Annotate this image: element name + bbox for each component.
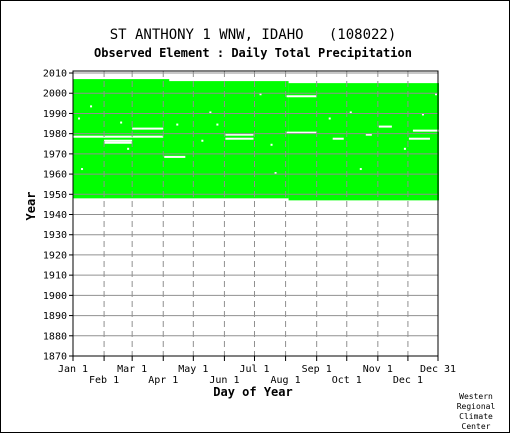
x-tick-label: Mar 1 [117, 364, 147, 375]
missing-data-gap [104, 141, 133, 144]
y-tick-label: 1940 [43, 210, 67, 221]
y-tick-label: 1930 [43, 230, 67, 241]
missing-data-gap [412, 129, 440, 132]
missing-data-gap [81, 168, 84, 171]
y-tick-label: 1910 [43, 271, 67, 282]
y-tick-label: 1900 [43, 291, 67, 302]
missing-data-gap [259, 93, 262, 96]
x-tick-label: Oct 1 [332, 375, 362, 386]
plot-area [72, 70, 440, 357]
coverage-block [73, 81, 289, 199]
y-tick-label: 1960 [43, 170, 67, 181]
missing-data-gap [286, 131, 317, 134]
missing-data-gap [328, 117, 331, 120]
missing-data-gap [349, 111, 352, 114]
y-tick-label: 1970 [43, 149, 67, 160]
coverage-block [288, 83, 440, 201]
missing-data-gap [201, 139, 204, 142]
credit-line-2: Regional [457, 402, 496, 411]
missing-data-gap [78, 117, 81, 120]
credit-block: Western Regional Climate Center [457, 392, 496, 431]
y-tick-label: 1920 [43, 250, 67, 261]
missing-data-gap [127, 147, 130, 150]
grid-layer [73, 71, 438, 356]
plot-border [72, 70, 439, 357]
x-tick-label: Jun 1 [209, 375, 239, 386]
data-layer [73, 79, 440, 201]
missing-data-gap [104, 135, 133, 138]
credit-line-4: Center [462, 422, 491, 431]
missing-data-gap [164, 155, 186, 158]
missing-data-gap [270, 143, 273, 146]
x-tick-label: Feb 1 [89, 375, 119, 386]
missing-data-gap [378, 125, 392, 128]
missing-data-gap [408, 137, 430, 140]
credit-line-1: Western [459, 392, 493, 401]
missing-data-gap [365, 133, 372, 136]
x-tick-label: Sep 1 [302, 364, 332, 375]
missing-data-gap [225, 133, 254, 136]
missing-data-gap [132, 127, 164, 130]
y-tick-label: 1950 [43, 190, 67, 201]
missing-data-gap [90, 105, 93, 108]
missing-data-gap [332, 137, 344, 140]
x-tick-label: May 1 [178, 364, 208, 375]
missing-data-gap [274, 172, 277, 175]
y-tick-label: 1990 [43, 109, 67, 120]
x-tick-label: Jul 1 [239, 364, 269, 375]
missing-data-gap [421, 113, 424, 116]
missing-data-gap [225, 137, 254, 140]
missing-data-gap [216, 123, 219, 126]
missing-data-gap [132, 135, 164, 138]
missing-data-gap [359, 168, 362, 171]
x-tick-label: Dec 1 [393, 375, 423, 386]
missing-data-gap [73, 135, 106, 138]
y-tick-label: 1890 [43, 311, 67, 322]
coverage-block [73, 79, 170, 84]
x-tick-label: Apr 1 [148, 375, 178, 386]
chart-subtitle: Observed Element : Daily Total Precipita… [94, 46, 412, 60]
missing-data-gap [434, 93, 437, 96]
y-tick-label: 2010 [43, 69, 67, 80]
credit-line-3: Climate [459, 412, 493, 421]
missing-data-gap [176, 123, 179, 126]
y-tick-label: 2000 [43, 89, 67, 100]
x-axis-title: Day of Year [213, 385, 292, 399]
missing-data-gap [104, 139, 133, 142]
missing-data-gap [120, 121, 123, 124]
y-tick-label: 1880 [43, 331, 67, 342]
y-axis-ticks: 2010 2000 1990 1980 1970 1960 1950 1940 1930 1920… [43, 69, 73, 363]
x-tick-label: Aug 1 [271, 375, 301, 386]
y-tick-label: 1870 [43, 352, 67, 363]
missing-data-gap [209, 111, 212, 114]
chart-title: ST ANTHONY 1 WNW, IDAHO (108022) [110, 27, 397, 43]
x-tick-label: Jan 1 [58, 364, 88, 375]
missing-data-gap [286, 95, 317, 98]
y-tick-label: 1980 [43, 129, 67, 140]
x-tick-label: Nov 1 [363, 364, 393, 375]
y-axis-title: Year [24, 192, 38, 221]
missing-data-gap [403, 147, 406, 150]
x-tick-label: Dec 31 [420, 364, 456, 375]
